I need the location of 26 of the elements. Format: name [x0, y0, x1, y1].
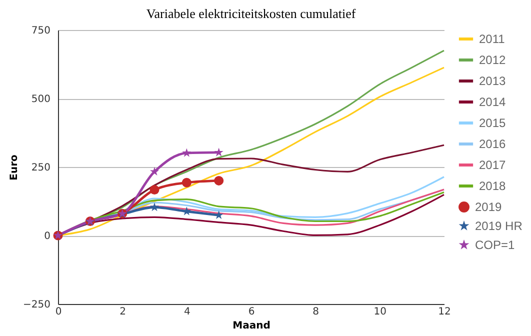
y-tick-label: 0 [44, 231, 50, 242]
legend-label: 2012 [479, 53, 506, 67]
y-axis-title: Euro [9, 154, 20, 180]
legend-label: 2017 [479, 158, 506, 172]
x-tick-label: 6 [248, 306, 255, 318]
legend-label: 2019 HR [475, 219, 523, 233]
legend-label: COP=1 [475, 238, 516, 252]
y-tick-label: −250 [23, 300, 50, 310]
legend-label: 2018 [479, 179, 506, 193]
x-tick-label: 0 [55, 306, 62, 318]
legend-label: 2013 [479, 74, 506, 88]
chart-title: Variabele elektriciteitskosten cumulatief [146, 6, 356, 21]
x-tick-label: 8 [312, 306, 320, 318]
x-tick-label: 2 [120, 306, 126, 318]
legend-label: 2019 [475, 200, 502, 214]
y-tick-label: 250 [31, 162, 50, 174]
legend-label: 2014 [479, 95, 506, 109]
x-tick-label: 10 [374, 306, 387, 318]
legend-label: 2015 [479, 116, 506, 130]
x-tick-label: 12 [438, 306, 451, 318]
y-tick-label: 500 [31, 94, 50, 105]
legend-label: 2011 [479, 32, 506, 46]
x-tick-label: 4 [184, 306, 190, 318]
y-tick-label: 750 [31, 26, 50, 36]
legend-label: 2016 [479, 137, 506, 151]
x-axis-title: Maand [232, 320, 270, 332]
